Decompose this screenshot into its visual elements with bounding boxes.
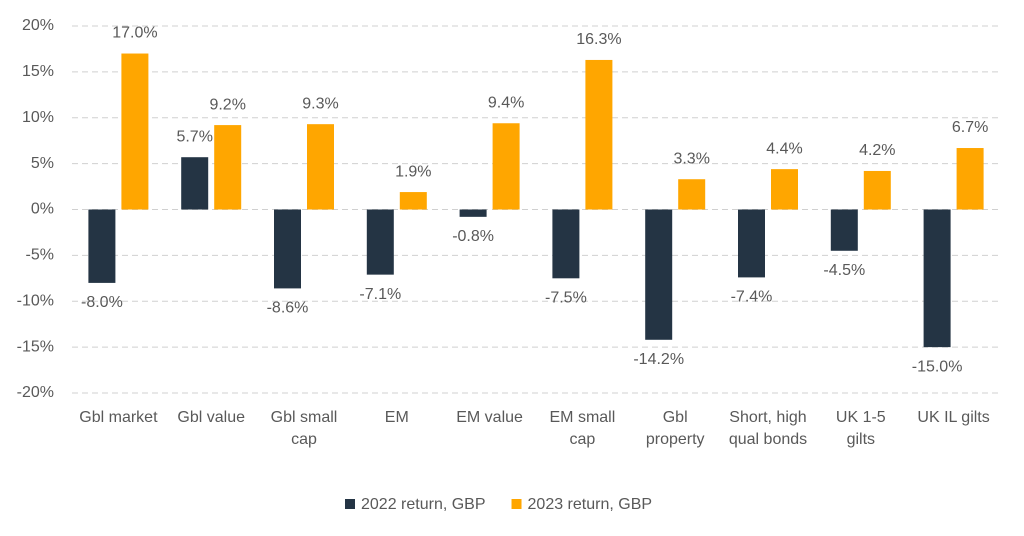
data-label: -7.5% xyxy=(545,290,587,307)
y-tick-label: -15% xyxy=(17,338,54,355)
bar xyxy=(552,209,580,279)
data-label: 1.9% xyxy=(395,163,431,180)
legend-swatch xyxy=(345,499,355,509)
y-tick-label: 20% xyxy=(22,17,54,34)
x-tick-label: EM small cap xyxy=(550,409,616,448)
x-tick-label: Gbl market xyxy=(79,409,158,426)
x-tick-label: EM xyxy=(385,409,409,426)
bar xyxy=(956,148,984,210)
bar xyxy=(399,192,427,210)
bar xyxy=(678,179,706,210)
legend-label: 2022 return, GBP xyxy=(361,496,486,513)
x-tick-label: Gbl small cap xyxy=(271,409,338,448)
x-tick-label: UK IL gilts xyxy=(917,409,989,426)
bar xyxy=(214,125,242,210)
data-label: 5.7% xyxy=(176,128,212,145)
bar xyxy=(121,53,149,210)
bar xyxy=(366,209,394,275)
bar xyxy=(307,124,334,210)
y-tick-label: -20% xyxy=(17,384,54,401)
bar xyxy=(492,123,520,210)
y-tick-label: -10% xyxy=(17,292,54,309)
data-label: 6.7% xyxy=(952,119,988,136)
data-label: -7.4% xyxy=(731,289,773,306)
data-label: 9.3% xyxy=(302,95,338,112)
bar xyxy=(863,170,891,210)
data-label: 9.4% xyxy=(488,94,524,111)
legend-label: 2023 return, GBP xyxy=(528,496,653,513)
bar xyxy=(88,209,116,283)
bar xyxy=(830,209,858,251)
y-tick-label: 15% xyxy=(22,63,54,80)
bar xyxy=(459,209,487,217)
x-tick-label: UK 1-5 gilts xyxy=(836,409,886,448)
y-tick-label: -5% xyxy=(26,247,54,264)
data-label: -14.2% xyxy=(633,351,684,368)
data-label: 17.0% xyxy=(112,25,157,42)
data-label: -8.6% xyxy=(267,300,309,317)
data-label: -15.0% xyxy=(912,358,963,375)
y-tick-label: 0% xyxy=(31,201,54,218)
data-label: -8.0% xyxy=(81,294,123,311)
bar xyxy=(181,157,209,210)
data-label: -4.5% xyxy=(823,262,865,279)
bar xyxy=(923,209,951,348)
data-label: 9.2% xyxy=(209,96,245,113)
data-label: -0.8% xyxy=(452,228,494,245)
x-tick-label: EM value xyxy=(456,409,523,426)
bar xyxy=(771,169,798,210)
x-tick-label: Short, high qual bonds xyxy=(729,409,807,448)
bar xyxy=(645,209,673,340)
data-label: 4.4% xyxy=(766,140,802,157)
bar xyxy=(274,209,301,289)
data-label: -7.1% xyxy=(359,286,401,303)
y-tick-label: 10% xyxy=(22,109,54,126)
y-tick-label: 5% xyxy=(31,155,54,172)
x-tick-label: Gbl property xyxy=(646,409,705,448)
x-tick-label: Gbl value xyxy=(177,409,245,426)
data-label: 16.3% xyxy=(576,31,621,48)
bar xyxy=(738,209,765,278)
legend-swatch xyxy=(511,499,522,509)
data-label: 3.3% xyxy=(673,150,709,167)
data-label: 4.2% xyxy=(859,142,895,159)
bar xyxy=(585,59,613,210)
